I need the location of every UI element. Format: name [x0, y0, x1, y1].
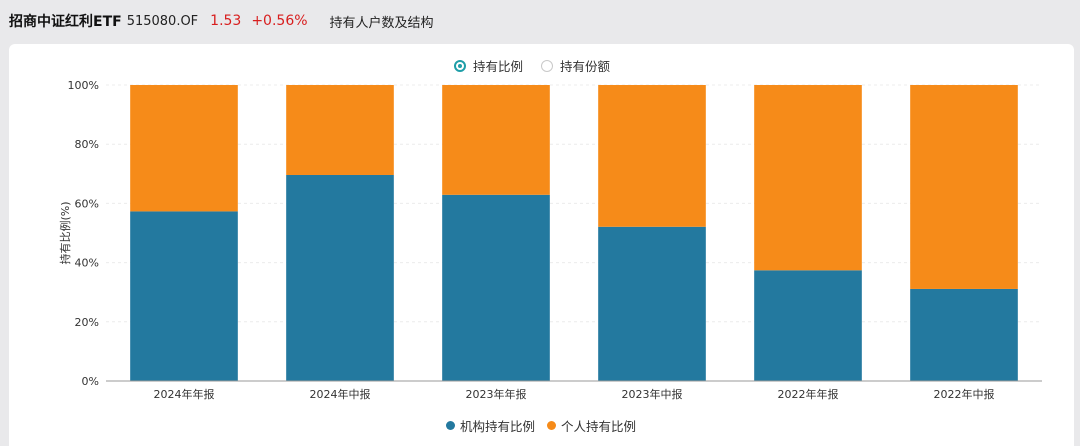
section-title: 持有人户数及结构 [329, 15, 434, 31]
bar-institution [286, 174, 394, 381]
fund-change: +0.56% [251, 13, 308, 29]
stacked-bar-chart: 0% 20% 40% 60% 80% 100% 持有比例(%) 2024年年报 2024年中报 2… [58, 79, 1042, 401]
bar-institution [442, 194, 550, 381]
bar-individual [130, 85, 238, 212]
header: 招商中证红利ETF 515080.OF 1.53 +0.56% 持有人户数及结构 [0, 0, 1080, 42]
x-tick-label: 2024年中报 [310, 387, 371, 401]
bar-individual [442, 85, 550, 195]
bar-individual [598, 85, 706, 227]
y-tick-label: 80% [75, 138, 99, 151]
chart-panel: 持有比例 持有份额 0% 20% 40% 60% 80% 100% 持有比例(%) 2024年… [9, 44, 1074, 446]
y-tick-label: 20% [75, 316, 99, 329]
bar-institution [754, 270, 862, 381]
legend-item-institution[interactable]: 机构持有比例 [446, 416, 535, 435]
bar-institution [910, 288, 1018, 381]
bar-institution [598, 226, 706, 381]
y-tick-label: 40% [75, 257, 99, 270]
view-toggle: 持有比例 持有份额 [454, 56, 628, 75]
y-tick-label: 60% [75, 197, 99, 210]
y-tick-label: 100% [68, 79, 99, 92]
bar-individual [286, 85, 394, 175]
toggle-ratio[interactable]: 持有比例 [454, 56, 523, 75]
x-tick-label: 2023年中报 [622, 387, 683, 401]
fund-price: 1.53 [210, 13, 242, 29]
legend-item-individual[interactable]: 个人持有比例 [547, 416, 636, 435]
legend-label-individual: 个人持有比例 [561, 419, 637, 434]
legend-dot-institution-icon [446, 421, 455, 430]
y-tick-label: 0% [82, 375, 99, 388]
x-tick-label: 2023年年报 [466, 387, 527, 401]
bar-individual [910, 85, 1018, 289]
toggle-ratio-label: 持有比例 [473, 59, 524, 74]
bar-institution [130, 211, 238, 381]
toggle-shares[interactable]: 持有份额 [541, 56, 610, 75]
bar-individual [754, 85, 862, 271]
legend: 机构持有比例 个人持有比例 [446, 416, 648, 435]
fund-code: 515080.OF [126, 13, 199, 29]
radio-shares-icon [541, 59, 554, 72]
x-tick-label: 2022年年报 [778, 387, 839, 401]
radio-ratio-icon [454, 59, 466, 72]
y-axis-title: 持有比例(%) [58, 201, 72, 264]
legend-label-institution: 机构持有比例 [460, 419, 536, 434]
x-tick-label: 2024年年报 [154, 387, 215, 401]
x-tick-label: 2022年中报 [934, 387, 995, 401]
toggle-shares-label: 持有份额 [560, 59, 611, 74]
fund-name: 招商中证红利ETF [9, 14, 122, 30]
legend-dot-individual-icon [547, 421, 557, 430]
